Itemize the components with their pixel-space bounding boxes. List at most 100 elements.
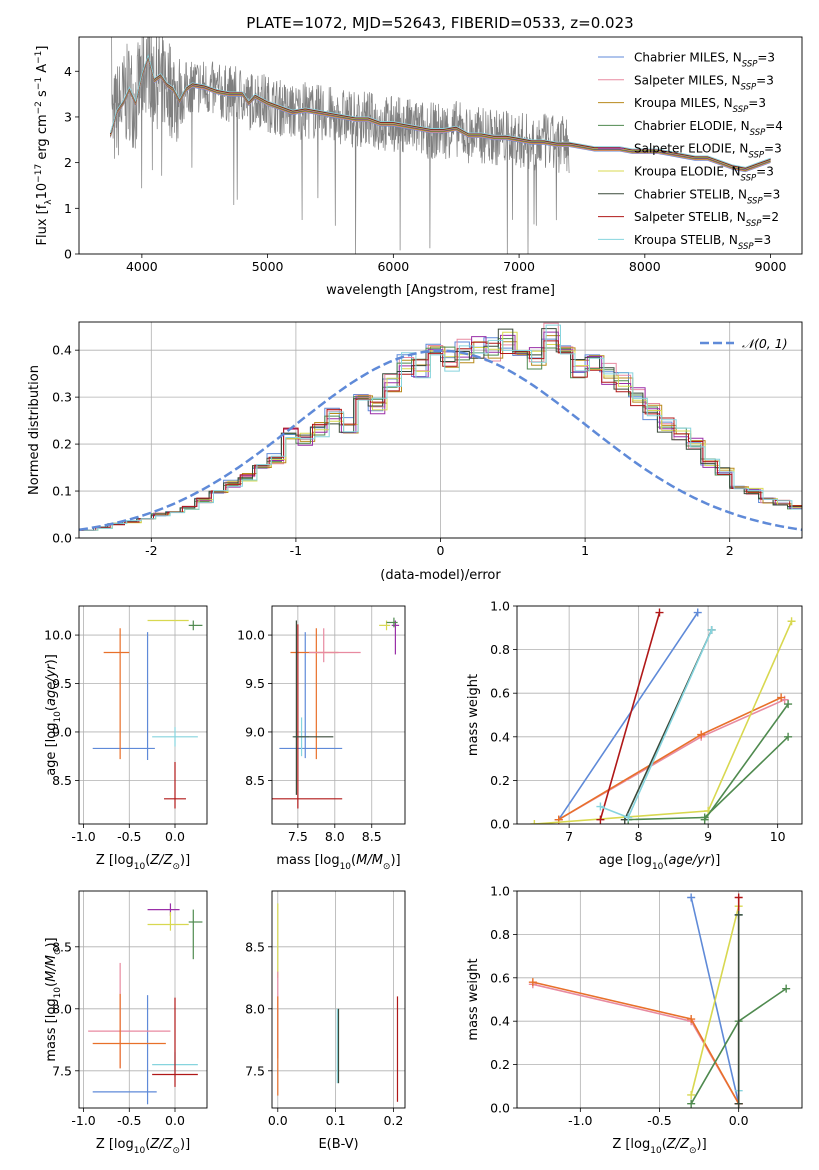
label-part: )]	[697, 1137, 707, 1152]
label-part: )]	[180, 1137, 190, 1152]
x-axis-label: (data-model)/error	[380, 568, 501, 583]
x-tick-label: -1.0	[71, 829, 95, 844]
legend-label: Chabrier ELODIE, NSSP=4	[634, 119, 783, 138]
label-part: ⊙	[172, 1146, 180, 1156]
histogram-panel: -2 -1 0 1 2 0.0 0.1 0.2 0.3 0.4 (data-model)/error…	[27, 321, 803, 583]
label-part: −17	[34, 164, 44, 183]
label-part: mass weight	[466, 958, 481, 1040]
label-part: M/M	[44, 955, 59, 982]
label-part: Z/Z	[149, 1137, 173, 1152]
weight-marker	[687, 1090, 696, 1099]
legend-label: Kroupa STELIB, NSSP=3	[634, 233, 771, 252]
y-tick-label: 0.1	[52, 484, 72, 499]
x-tick-label: 7000	[503, 259, 535, 274]
label-part: Flux [f	[35, 204, 50, 245]
label-part: )]	[710, 853, 720, 868]
y-axis-label: mass [log10(M/M⊙)]	[44, 937, 63, 1061]
legend-value: =3	[756, 165, 774, 179]
label-part: Normed distribution	[27, 365, 42, 495]
legend-sub: SSP	[741, 174, 757, 184]
x-tick-label: 0.0	[729, 1113, 749, 1128]
mass-vs-EBV-plot-area	[277, 903, 399, 1102]
y-tick-label: 0.2	[52, 437, 72, 452]
legend-label: Salpeter STELIB, NSSP=2	[634, 210, 779, 229]
y-tick-label: 9.0	[245, 724, 265, 739]
weight-marker	[707, 625, 716, 634]
y-tick-label: 0.3	[52, 390, 72, 405]
histogram-step	[81, 340, 802, 531]
label-part: (	[145, 1137, 150, 1152]
mass-vs-EBV-panel: 0.0 0.1 0.2 7.5 8.0 8.5 E(B-V)	[245, 890, 406, 1152]
label-part: M/M	[356, 853, 383, 868]
weight-marker	[734, 893, 743, 902]
x-tick-label: 9000	[755, 259, 787, 274]
label-part: mass weight	[466, 674, 481, 756]
y-tick-label: 3	[64, 109, 72, 124]
x-tick-label: 8000	[629, 259, 661, 274]
weight-vs-Z-panel: -1.0 -0.5 0.0 0.0 0.2 0.4 0.6 0.8 1.0 Z [log10(Z/…	[466, 884, 803, 1156]
legend-sub: SSP	[747, 196, 763, 206]
y-tick-label: 0.6	[490, 686, 510, 701]
x-axis-label: mass [log10(M/M⊙)]	[276, 853, 400, 872]
weight-marker	[777, 693, 786, 702]
y-tick-label: 8.0	[245, 1001, 265, 1016]
x-tick-label: 8.5	[362, 829, 382, 844]
label-part: age/yr	[44, 663, 59, 706]
legend-sub: SSP	[741, 82, 757, 92]
weight-marker	[734, 910, 743, 919]
legend-sub: SSP	[742, 60, 758, 70]
y-tick-label: 0.4	[490, 729, 510, 744]
y-tick-label: 7.5	[245, 1063, 265, 1078]
legend-sub: SSP	[746, 219, 762, 229]
weight-marker	[734, 1099, 743, 1108]
y-tick-label: 1.0	[490, 884, 510, 899]
legend-label: Chabrier STELIB, NSSP=3	[634, 187, 780, 206]
label-part: wavelength [Angstrom, rest frame]	[326, 283, 555, 298]
spectrum-panel: 4000 5000 6000 7000 8000 9000 0 1 2 3 4 wavelength …	[34, 36, 803, 298]
y-tick-label: 1	[64, 201, 72, 216]
figure-title: PLATE=1072, MJD=52643, FIBERID=0533, z=0…	[246, 14, 633, 32]
y-tick-label: 10.0	[237, 628, 265, 643]
weight-vs-age-plot-area	[530, 608, 796, 824]
label-part: (	[663, 853, 668, 868]
label-part: A	[35, 64, 50, 77]
x-axis-label: age [log10(age/yr)]	[599, 853, 721, 872]
y-tick-label: 0.8	[490, 927, 510, 942]
legend-value: =3	[757, 51, 775, 65]
legend-value: =2	[761, 210, 779, 224]
y-tick-label: 0.8	[490, 642, 510, 657]
y-axis-label: Normed distribution	[27, 365, 42, 495]
axes-frame	[78, 36, 803, 255]
age-vs-mass-plot-area	[272, 617, 400, 809]
histogram-step	[79, 328, 802, 531]
label-part: 10	[134, 1146, 146, 1156]
y-tick-label: 0.0	[52, 531, 72, 546]
axes-frame	[78, 321, 803, 539]
x-tick-label: 0.0	[165, 1113, 185, 1128]
label-part: )]	[180, 853, 190, 868]
weight-marker	[624, 813, 633, 822]
legend-label: Chabrier MILES, NSSP=3	[634, 51, 775, 70]
label-part: erg cm	[35, 114, 50, 163]
y-tick-label: 0.0	[490, 817, 510, 832]
label-part: Z [log	[612, 1137, 650, 1152]
x-tick-label: 2	[726, 543, 734, 558]
legend-value: =3	[756, 73, 774, 87]
weight-line	[704, 703, 789, 821]
label-part: (	[351, 853, 356, 868]
x-axis-label: Z [log10(Z/Z⊙)]	[612, 1137, 706, 1156]
label-part: age [log	[44, 723, 59, 776]
x-tick-label: 9	[704, 829, 712, 844]
x-tick-label: 7	[565, 829, 573, 844]
mass-vs-Z-plot-area	[88, 903, 203, 1105]
axes-frame	[516, 605, 803, 825]
label-part: )]	[44, 937, 59, 947]
y-tick-label: 0.0	[490, 1101, 510, 1116]
y-tick-label: 4	[64, 64, 72, 79]
weight-marker	[687, 1099, 696, 1108]
x-tick-label: -1.0	[71, 1113, 95, 1128]
weight-line	[558, 612, 699, 821]
label-part: −2	[34, 101, 44, 114]
model-line	[109, 53, 771, 168]
x-tick-label: 0.0	[165, 829, 185, 844]
